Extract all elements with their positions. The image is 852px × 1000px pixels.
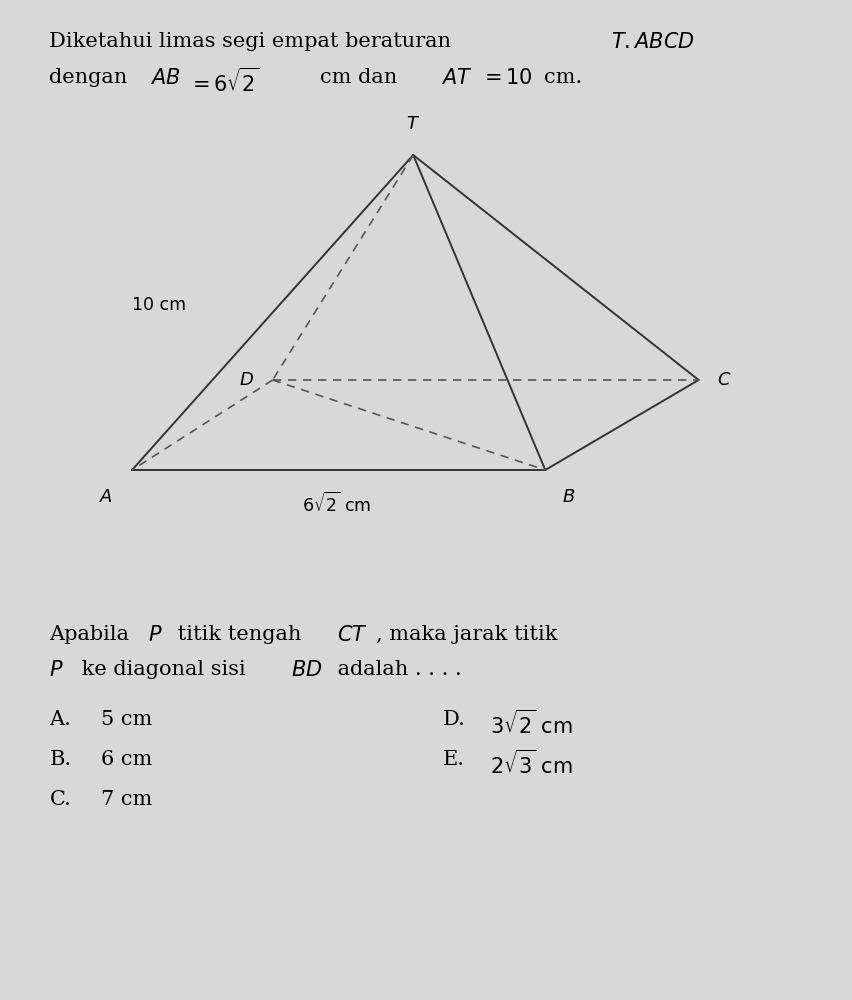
Text: $C$: $C$ xyxy=(717,371,732,389)
Text: $6\sqrt{2}$ cm: $6\sqrt{2}$ cm xyxy=(302,492,371,516)
Text: 6 cm: 6 cm xyxy=(101,750,152,769)
Text: $2\sqrt{3}$ cm: $2\sqrt{3}$ cm xyxy=(490,750,573,778)
Text: 5 cm: 5 cm xyxy=(101,710,152,729)
Text: C.: C. xyxy=(49,790,72,809)
Text: $AT$: $AT$ xyxy=(441,68,473,88)
Text: $T$: $T$ xyxy=(406,115,420,133)
Text: $= 10$: $= 10$ xyxy=(480,68,532,88)
Text: , maka jarak titik: , maka jarak titik xyxy=(376,625,557,644)
Text: $AB$: $AB$ xyxy=(150,68,181,88)
Text: 7 cm: 7 cm xyxy=(101,790,152,809)
Text: Apabila: Apabila xyxy=(49,625,136,644)
Text: $D$: $D$ xyxy=(239,371,254,389)
Text: cm dan: cm dan xyxy=(320,68,404,87)
Text: A.: A. xyxy=(49,710,72,729)
Text: E.: E. xyxy=(443,750,465,769)
Text: $BD$: $BD$ xyxy=(291,660,323,680)
Text: Diketahui limas segi empat beraturan: Diketahui limas segi empat beraturan xyxy=(49,32,458,51)
Text: $CT$: $CT$ xyxy=(337,625,368,645)
Text: $P$: $P$ xyxy=(49,660,64,680)
Text: D.: D. xyxy=(443,710,466,729)
Text: $\it{T.ABCD}$: $\it{T.ABCD}$ xyxy=(611,32,694,52)
Text: 10 cm: 10 cm xyxy=(131,296,186,314)
Text: $B$: $B$ xyxy=(562,488,576,506)
Text: B.: B. xyxy=(49,750,72,769)
Text: dengan: dengan xyxy=(49,68,135,87)
Text: $= 6\sqrt{2}$: $= 6\sqrt{2}$ xyxy=(188,68,260,96)
Text: titik tengah: titik tengah xyxy=(171,625,308,644)
Text: $A$: $A$ xyxy=(100,488,113,506)
Text: ke diagonal sisi: ke diagonal sisi xyxy=(75,660,252,679)
Text: $3\sqrt{2}$ cm: $3\sqrt{2}$ cm xyxy=(490,710,573,738)
Text: adalah . . . .: adalah . . . . xyxy=(331,660,461,679)
Text: $P$: $P$ xyxy=(148,625,163,645)
Text: cm.: cm. xyxy=(544,68,582,87)
